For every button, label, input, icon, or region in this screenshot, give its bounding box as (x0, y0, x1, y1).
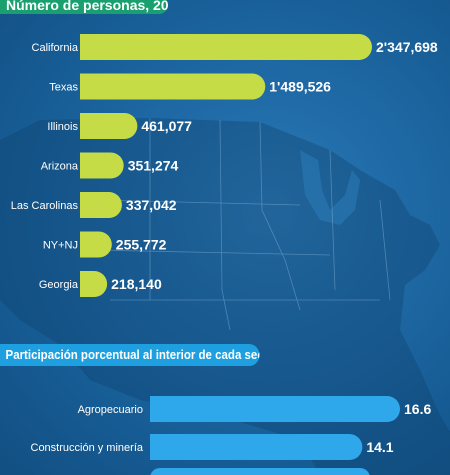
chart2-header: Participación porcentual al interior de … (0, 344, 260, 366)
bar-1-1 (150, 434, 363, 460)
bar-0-3 (80, 152, 124, 179)
category-label-0-0: California (32, 42, 79, 54)
bar-0-5 (80, 231, 112, 258)
value-label-1-0: 16.6 (404, 401, 431, 417)
bar-1-0 (150, 396, 400, 422)
bar-0-2 (80, 113, 138, 139)
bar-0-6 (80, 271, 108, 297)
state-borders (94, 118, 391, 331)
value-label-0-4: 337,042 (126, 197, 177, 213)
value-label-0-0: 2'347,698 (376, 39, 438, 55)
category-label-0-1: Texas (49, 82, 78, 94)
bar-1-cropped (150, 468, 370, 475)
value-label-0-1: 1'489,526 (269, 79, 331, 95)
category-label-1-0: Agropecuario (78, 404, 143, 416)
value-label-0-6: 218,140 (111, 276, 162, 292)
bar-0-1 (80, 73, 266, 100)
category-label-0-2: Illinois (47, 121, 78, 133)
value-label-0-2: 461,077 (141, 118, 192, 134)
value-label-1-1: 14.1 (366, 439, 393, 455)
great-lakes (300, 150, 360, 225)
category-label-0-5: NY+NJ (43, 240, 78, 252)
bar-0-4 (80, 192, 122, 218)
bar-0-0 (80, 34, 372, 60)
category-label-0-3: Arizona (41, 161, 79, 173)
chart1-header: Número de personas, 2024 (0, 0, 168, 14)
category-label-1-1: Construcción y minería (31, 442, 144, 454)
value-label-0-3: 351,274 (128, 158, 179, 174)
value-label-0-5: 255,772 (116, 237, 167, 253)
category-label-0-6: Georgia (39, 279, 79, 291)
category-label-0-4: Las Carolinas (11, 200, 79, 212)
